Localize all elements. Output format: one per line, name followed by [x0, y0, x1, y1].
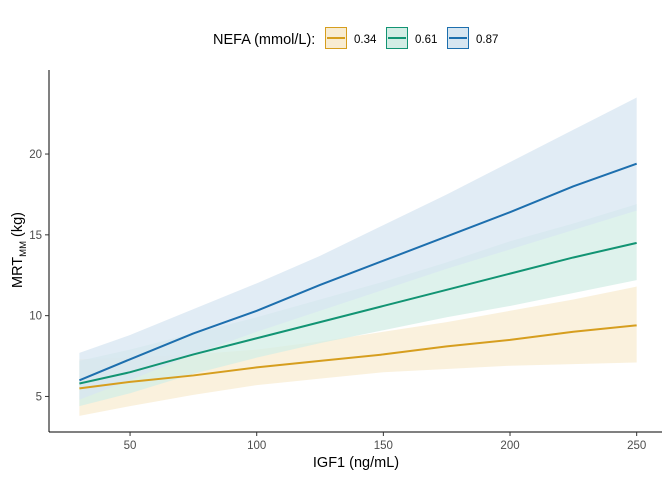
legend-item-0.87: 0.87 — [447, 27, 498, 49]
confidence-band-0.34 — [79, 286, 637, 416]
y-axis-title-main: MRT — [10, 257, 26, 288]
x-tick-label: 50 — [124, 440, 137, 452]
x-tick-label: 200 — [500, 440, 519, 452]
y-axis-title-unit: (kg) — [10, 212, 26, 241]
x-tick-label: 150 — [374, 440, 393, 452]
axes — [48, 70, 662, 433]
x-axis-ticks: 50 100 150 200 250 — [124, 432, 646, 452]
y-tick-label: 20 — [29, 149, 42, 161]
x-axis-title: IGF1 (ng/mL) — [313, 455, 399, 471]
confidence-bands — [79, 97, 637, 416]
legend: NEFA (mmol/L): 0.34 0.61 0.87 — [213, 27, 498, 49]
legend-title: NEFA (mmol/L): — [213, 32, 315, 48]
y-axis-ticks: 5 10 15 20 — [29, 149, 49, 403]
series-line-0.61 — [79, 241, 637, 385]
x-tick-label: 250 — [627, 440, 646, 452]
legend-item-0.34: 0.34 — [325, 27, 377, 49]
series-line-0.87 — [79, 162, 638, 382]
y-tick-label: 15 — [29, 230, 42, 242]
y-axis-title: MRTMM (kg) — [10, 212, 29, 288]
series-line-0.34 — [79, 324, 637, 390]
legend-label: 0.61 — [415, 34, 437, 46]
legend-label: 0.87 — [476, 34, 498, 46]
y-tick-label: 10 — [29, 311, 42, 323]
series-lines — [79, 162, 638, 390]
x-tick-label: 100 — [247, 440, 266, 452]
legend-item-0.61: 0.61 — [386, 27, 437, 49]
y-tick-label: 5 — [36, 391, 42, 403]
confidence-band-0.61 — [79, 204, 637, 407]
y-axis-title-subscript: MM — [18, 241, 29, 257]
legend-label: 0.34 — [354, 34, 377, 46]
